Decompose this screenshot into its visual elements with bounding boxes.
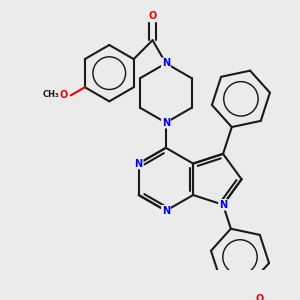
- Text: N: N: [162, 118, 170, 128]
- Text: N: N: [135, 159, 143, 169]
- Text: O: O: [148, 11, 157, 22]
- Text: O: O: [255, 294, 263, 300]
- Text: N: N: [219, 200, 227, 210]
- Text: O: O: [59, 90, 68, 100]
- Text: N: N: [162, 58, 170, 68]
- Text: CH₃: CH₃: [43, 90, 59, 99]
- Text: N: N: [162, 206, 170, 216]
